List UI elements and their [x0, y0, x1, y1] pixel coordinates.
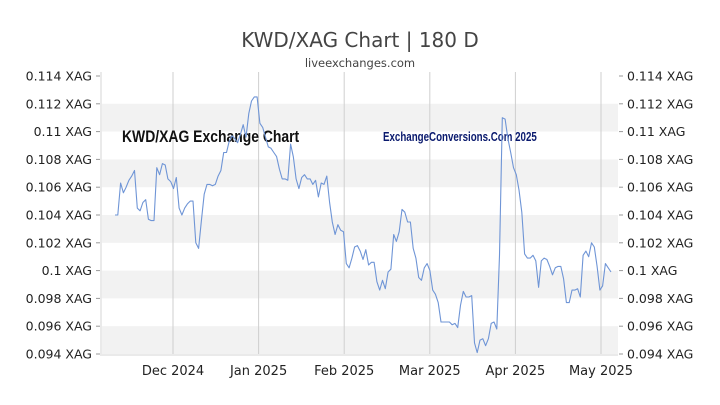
- y-tick-label-left: 0.096 XAG: [26, 319, 92, 334]
- watermark-title: KWD/XAG Exchange Chart: [122, 128, 299, 147]
- y-tick-label-left: 0.114 XAG: [26, 69, 92, 84]
- y-tick-label-right: 0.096 XAG: [627, 319, 693, 334]
- axes: [96, 72, 623, 356]
- y-tick-label-left: 0.11 XAG: [34, 124, 92, 139]
- chart-title: KWD/XAG Chart | 180 D: [241, 28, 479, 52]
- y-tick-label-right: 0.094 XAG: [627, 347, 693, 362]
- y-tick-label-right: 0.098 XAG: [627, 291, 693, 306]
- grid-band: [102, 215, 618, 243]
- series-line: [115, 96, 612, 354]
- y-tick-label-right: 0.108 XAG: [627, 152, 693, 167]
- y-tick-label-right: 0.114 XAG: [627, 69, 693, 84]
- y-tick-label-left: 0.098 XAG: [26, 291, 92, 306]
- y-tick-label-right: 0.1 XAG: [627, 263, 677, 278]
- grid-band: [102, 326, 618, 354]
- x-axis: Dec 2024 Jan 2025 Feb 2025 Mar 2025 Apr 2025…: [142, 364, 633, 379]
- x-tick-label: Dec 2024: [142, 364, 204, 379]
- grid-bands: [102, 103, 618, 354]
- y-tick-label-left: 0.106 XAG: [26, 180, 92, 195]
- x-tick-label: Jan 2025: [229, 364, 287, 379]
- y-tick-label-left: 0.104 XAG: [26, 208, 92, 223]
- y-tick-label-right: 0.11 XAG: [627, 124, 685, 139]
- vertical-gridlines: [172, 72, 602, 354]
- y-tick-label-left: 0.102 XAG: [26, 235, 92, 250]
- chart-subtitle: liveexchanges.com: [305, 56, 415, 70]
- y-tick-label-right: 0.112 XAG: [627, 96, 693, 111]
- grid-band: [102, 103, 618, 132]
- y-axis-left: 0.114 XAG 0.112 XAG 0.11 XAG 0.108 XAG 0.106…: [26, 69, 92, 362]
- x-tick-label: Apr 2025: [486, 364, 546, 379]
- y-tick-label-right: 0.106 XAG: [627, 180, 693, 195]
- x-tick-label: Feb 2025: [314, 364, 374, 379]
- y-tick-label-right: 0.104 XAG: [627, 208, 693, 223]
- x-tick-label: Mar 2025: [399, 364, 461, 379]
- y-tick-label-left: 0.112 XAG: [26, 96, 92, 111]
- y-tick-label-left: 0.108 XAG: [26, 152, 92, 167]
- series-group: [115, 96, 612, 354]
- y-tick-label-right: 0.102 XAG: [627, 235, 693, 250]
- x-tick-label: May 2025: [569, 364, 633, 379]
- y-axis-right: 0.114 XAG 0.112 XAG 0.11 XAG 0.108 XAG 0.106…: [627, 69, 693, 362]
- grid-band: [102, 270, 618, 299]
- grid-band: [102, 159, 618, 188]
- watermark-site: ExchangeConversions.Com 2025: [383, 131, 537, 145]
- y-tick-label-left: 0.094 XAG: [26, 347, 92, 362]
- y-tick-label-left: 0.1 XAG: [42, 263, 92, 278]
